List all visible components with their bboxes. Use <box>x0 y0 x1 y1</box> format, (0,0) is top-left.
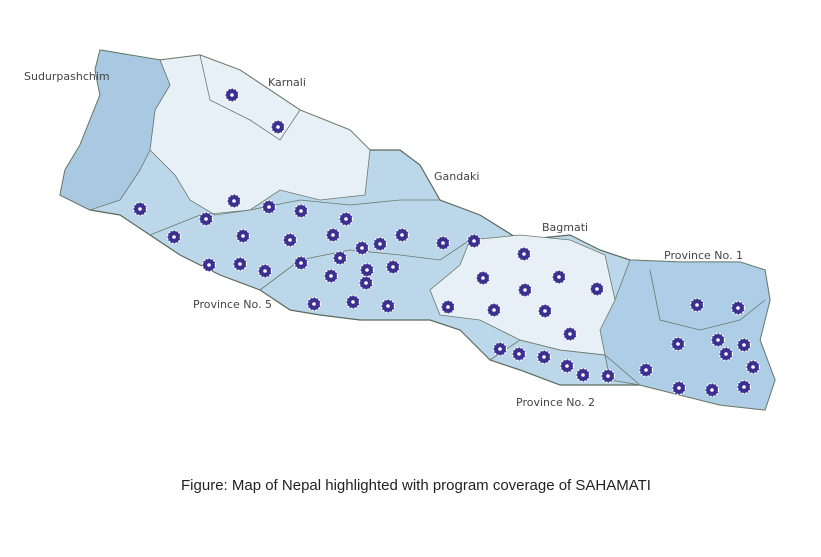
marker-center <box>644 368 648 372</box>
marker-center <box>581 373 585 377</box>
marker-center <box>241 234 245 238</box>
marker-center <box>267 205 271 209</box>
marker-center <box>207 263 211 267</box>
marker-center <box>331 233 335 237</box>
marker-center <box>288 238 292 242</box>
marker-center <box>498 347 502 351</box>
marker-center <box>565 364 569 368</box>
marker-center <box>360 246 364 250</box>
marker-center <box>344 217 348 221</box>
marker-center <box>542 355 546 359</box>
region-label: Gandaki <box>434 170 479 183</box>
marker-center <box>736 306 740 310</box>
marker-center <box>492 308 496 312</box>
marker-center <box>299 209 303 213</box>
marker-center <box>378 242 382 246</box>
district-border <box>149 199 440 236</box>
marker-center <box>276 125 280 129</box>
region-label: Sudurpashchim <box>24 70 110 83</box>
district-border <box>199 54 301 141</box>
marker-center <box>695 303 699 307</box>
district-border <box>259 239 471 291</box>
marker-center <box>204 217 208 221</box>
marker-center <box>299 261 303 265</box>
marker-center <box>742 385 746 389</box>
caption: Figure: Map of Nepal highlighted with pr… <box>181 477 651 494</box>
coverage-markers <box>132 87 761 398</box>
marker-center <box>138 207 142 211</box>
marker-center <box>364 281 368 285</box>
marker-center <box>557 275 561 279</box>
marker-center <box>517 352 521 356</box>
marker-center <box>677 386 681 390</box>
marker-center <box>400 233 404 237</box>
region-label: Province No. 2 <box>516 396 595 409</box>
marker-center <box>724 352 728 356</box>
marker-center <box>522 252 526 256</box>
district-border <box>489 339 641 386</box>
marker-center <box>441 241 445 245</box>
marker-center <box>365 268 369 272</box>
marker-center <box>312 302 316 306</box>
marker-center <box>263 269 267 273</box>
marker-center <box>472 239 476 243</box>
marker-center <box>742 343 746 347</box>
marker-center <box>481 276 485 280</box>
marker-center <box>232 199 236 203</box>
marker-center <box>543 309 547 313</box>
marker-center <box>391 265 395 269</box>
marker-center <box>230 93 234 97</box>
marker-center <box>446 305 450 309</box>
marker-center <box>710 388 714 392</box>
marker-center <box>523 288 527 292</box>
marker-center <box>751 365 755 369</box>
marker-center <box>172 235 176 239</box>
region-label: Karnali <box>268 76 306 89</box>
marker-center <box>716 338 720 342</box>
marker-center <box>606 374 610 378</box>
marker-center <box>329 274 333 278</box>
region-label: Province No. 5 <box>193 298 272 311</box>
marker-center <box>351 300 355 304</box>
marker-center <box>338 256 342 260</box>
marker-center <box>386 304 390 308</box>
nepal-map <box>59 49 776 411</box>
sudurpashchim-region <box>59 49 171 211</box>
region-label: Bagmati <box>542 221 588 234</box>
region-label: Province No. 1 <box>664 249 743 262</box>
district-border <box>649 269 766 331</box>
marker-center <box>676 342 680 346</box>
marker-center <box>595 287 599 291</box>
marker-center <box>238 262 242 266</box>
marker-center <box>568 332 572 336</box>
